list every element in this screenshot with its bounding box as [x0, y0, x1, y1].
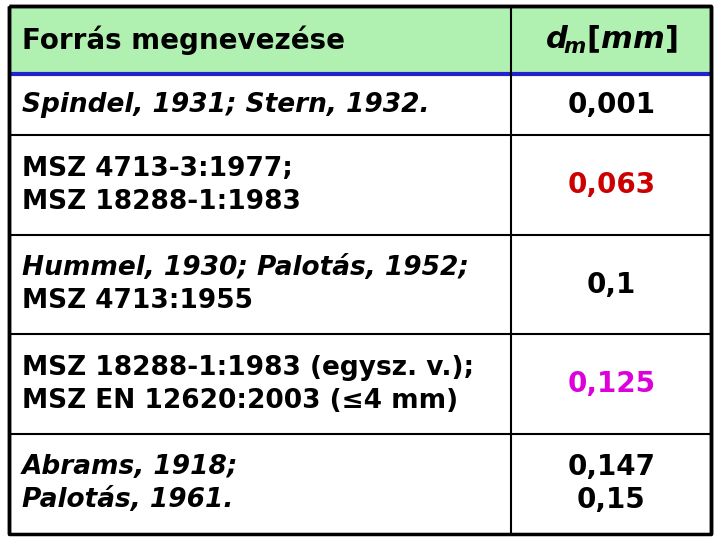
Bar [9, 136, 511, 235]
Text: MSZ 4713:1955: MSZ 4713:1955 [22, 288, 253, 314]
Bar [511, 434, 711, 534]
Text: MSZ 18288-1:1983: MSZ 18288-1:1983 [22, 188, 300, 214]
Bar [9, 74, 511, 136]
Text: 0,1: 0,1 [587, 271, 636, 299]
Text: Spindel, 1931; Stern, 1932.: Spindel, 1931; Stern, 1932. [22, 92, 429, 118]
Text: Hummel, 1930; Palotás, 1952;: Hummel, 1930; Palotás, 1952; [22, 255, 469, 281]
Text: 0,147: 0,147 [567, 453, 655, 481]
Text: 0,001: 0,001 [567, 91, 655, 119]
Text: MSZ 18288-1:1983 (egysz. v.);: MSZ 18288-1:1983 (egysz. v.); [22, 355, 474, 381]
Bar [9, 6, 511, 74]
Text: $\boldsymbol{d}_{\!\boldsymbol{m}}\boldsymbol{[mm]}$: $\boldsymbol{d}_{\!\boldsymbol{m}}\bolds… [545, 24, 678, 56]
Text: 0,125: 0,125 [567, 370, 655, 398]
Bar [9, 235, 511, 334]
Bar [9, 434, 511, 534]
Bar [511, 6, 711, 74]
Text: MSZ 4713-3:1977;: MSZ 4713-3:1977; [22, 156, 292, 181]
Text: Abrams, 1918;: Abrams, 1918; [22, 454, 238, 480]
Bar [9, 334, 511, 434]
Bar [511, 136, 711, 235]
Bar [511, 74, 711, 136]
Bar [511, 235, 711, 334]
Bar [511, 334, 711, 434]
Text: 0,063: 0,063 [567, 171, 655, 199]
Text: Palotás, 1961.: Palotás, 1961. [22, 487, 233, 513]
Text: 0,15: 0,15 [577, 486, 646, 514]
Text: Forrás megnevezése: Forrás megnevezése [22, 25, 345, 55]
Text: MSZ EN 12620:2003 (≤4 mm): MSZ EN 12620:2003 (≤4 mm) [22, 388, 458, 414]
